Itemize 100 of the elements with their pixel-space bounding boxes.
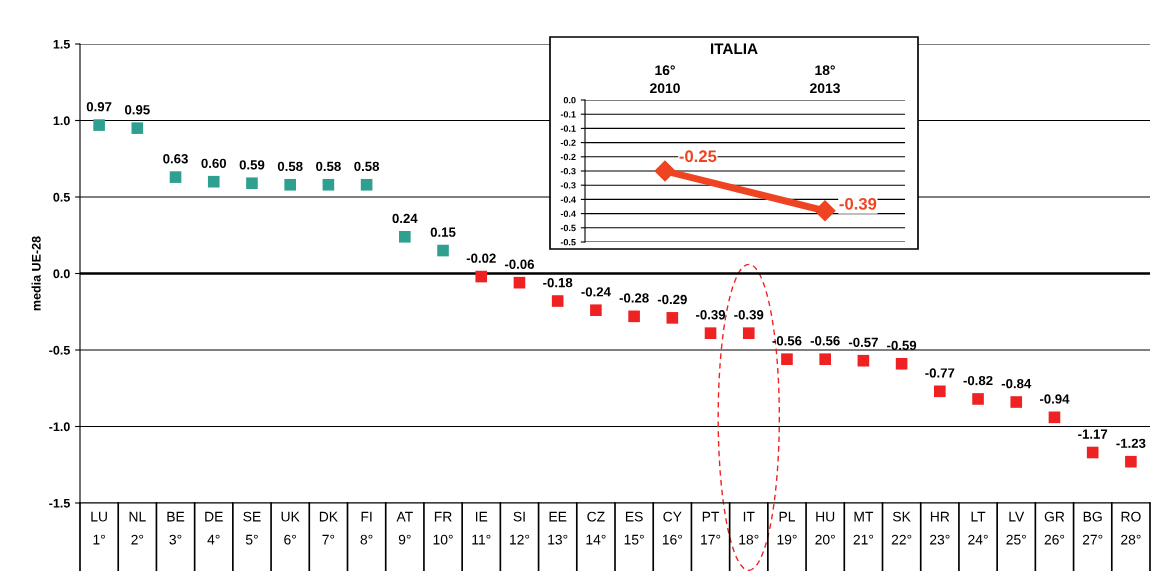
y-tick-label: -0.1 <box>560 125 576 132</box>
data-label: -0.06 <box>504 259 535 269</box>
y-tick-label: -1.5 <box>49 498 70 508</box>
point <box>704 327 717 339</box>
point <box>360 178 373 191</box>
y-tick-label: -0.3 <box>560 167 576 175</box>
data-label: -0.59 <box>887 340 917 351</box>
point <box>1048 411 1061 424</box>
data-label: 0.58 <box>316 161 341 172</box>
x-tick-label: FR 10° <box>433 511 453 545</box>
x-tick-label: CZ 14° <box>586 511 606 545</box>
data-label: 0.63 <box>163 154 188 164</box>
data-label: 0.60 <box>201 158 227 168</box>
y-tick-label: 0.0 <box>53 269 70 279</box>
y-tick-label: -0.4 <box>560 210 576 217</box>
x-tick-label: EE 13° <box>548 511 568 545</box>
x-tick-label: UK 6° <box>281 511 300 545</box>
point <box>207 175 220 188</box>
x-tick-label: ES 15° <box>624 511 644 545</box>
data-label: 0.59 <box>239 160 265 170</box>
x-tick-label: FI 8° <box>360 511 373 545</box>
y-tick-label: -0.2 <box>560 153 576 161</box>
x-tick-label: HR 23° <box>930 511 950 545</box>
data-label: -0.25 <box>679 150 717 163</box>
x-tick-label: IT 18° <box>739 511 759 545</box>
data-label: -0.84 <box>1001 378 1032 389</box>
x-tick-label: AT 9° <box>396 511 413 545</box>
data-label: -0.29 <box>657 294 687 305</box>
data-label: 0.24 <box>392 213 418 224</box>
data-label: -0.18 <box>543 277 573 288</box>
data-label: -0.24 <box>581 287 611 297</box>
y-axis-title: media UE-28 <box>31 236 41 311</box>
x-tick-label: PL 19° <box>777 511 797 545</box>
data-label: -0.56 <box>772 336 802 346</box>
data-label: -0.39 <box>734 310 764 320</box>
x-tick-label: LU 1° <box>91 511 107 545</box>
y-tick-label: 1.0 <box>53 116 70 126</box>
data-label: 0.97 <box>86 102 112 112</box>
point <box>857 354 870 367</box>
point <box>322 178 335 191</box>
point <box>284 178 296 191</box>
point <box>475 270 488 283</box>
data-label: 0.58 <box>277 161 303 172</box>
x-tick-label: BG 27° <box>1082 511 1103 545</box>
data-label: -0.56 <box>810 336 840 346</box>
x-tick-label: MT 21° <box>853 511 874 545</box>
y-tick-label: 0.5 <box>53 192 70 202</box>
data-label: -0.77 <box>925 368 955 378</box>
point <box>742 327 755 339</box>
x-tick-label: 16° 2010 <box>650 65 680 94</box>
x-tick-label: 18° 2013 <box>810 65 840 94</box>
y-tick-label: -0.5 <box>49 345 70 355</box>
point <box>437 244 449 257</box>
x-tick-label: IE 11° <box>472 511 491 545</box>
x-tick-label: SK 22° <box>891 511 912 545</box>
y-tick-label: 1.5 <box>53 39 70 49</box>
x-tick-label: HU 20° <box>815 511 835 545</box>
point <box>246 177 258 190</box>
data-label: 0.15 <box>430 227 456 237</box>
x-tick-label: LT 24° <box>968 511 988 545</box>
point <box>895 357 908 370</box>
y-tick-label: -0.1 <box>560 111 576 118</box>
data-label: -0.28 <box>619 293 649 303</box>
x-tick-label: DE 4° <box>205 511 223 545</box>
data-label: -1.17 <box>1078 429 1108 439</box>
point <box>93 119 105 131</box>
data-label: -0.39 <box>696 310 726 320</box>
x-tick-label: LV 25° <box>1006 511 1026 545</box>
x-tick-label: NL 2° <box>129 511 146 545</box>
data-label: 0.95 <box>125 105 150 115</box>
x-tick-label: SI 12° <box>510 511 530 545</box>
point <box>131 122 144 134</box>
point <box>666 312 679 324</box>
x-tick-label: GR 26° <box>1044 511 1065 545</box>
data-label: 0.58 <box>354 161 380 172</box>
y-tick-label: -0.5 <box>560 224 576 232</box>
data-label: -0.02 <box>466 253 496 263</box>
point <box>590 304 602 317</box>
x-tick-label: BE 3° <box>167 511 185 545</box>
point <box>1010 396 1023 408</box>
y-tick-label: -1.0 <box>49 422 70 432</box>
chart-title: ITALIA <box>710 43 758 54</box>
point <box>1125 455 1137 468</box>
point <box>169 171 182 183</box>
x-tick-label: CY 16° <box>662 511 682 545</box>
point <box>399 230 411 243</box>
point <box>1086 446 1099 459</box>
y-tick-label: -0.4 <box>560 196 576 203</box>
x-tick-label: RO 28° <box>1121 511 1141 545</box>
y-tick-label: -0.3 <box>560 182 576 189</box>
data-label: -1.23 <box>1116 438 1146 448</box>
data-label: -0.94 <box>1039 394 1070 404</box>
y-tick-label: -0.2 <box>560 139 576 146</box>
point <box>972 393 984 405</box>
y-tick-label: -0.5 <box>560 238 576 246</box>
point <box>513 276 526 289</box>
point <box>781 353 793 365</box>
y-tick-label: 0.0 <box>563 96 576 104</box>
data-label: -0.57 <box>848 337 878 347</box>
data-label: -0.82 <box>963 375 993 386</box>
